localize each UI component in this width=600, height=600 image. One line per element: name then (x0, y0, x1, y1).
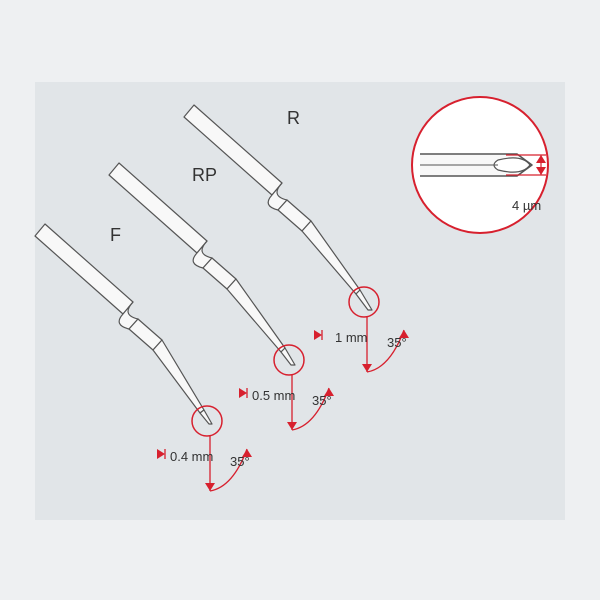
angle-F: 35° (230, 454, 250, 469)
diagram-canvas: R 1 mm 35° RP 0.5 mm 35° F 0.4 mm 35° 4 µm (0, 0, 600, 600)
tip-length-R: 1 mm (335, 330, 368, 345)
needle-name-F: F (110, 225, 121, 246)
needle-name-RP: RP (192, 165, 217, 186)
detail-dim-label: 4 µm (512, 198, 541, 213)
tip-length-RP: 0.5 mm (252, 388, 295, 403)
angle-R: 35° (387, 335, 407, 350)
needle-name-R: R (287, 108, 300, 129)
needle-R (184, 105, 404, 372)
angle-RP: 35° (312, 393, 332, 408)
tip-length-F: 0.4 mm (170, 449, 213, 464)
needle-RP (109, 163, 329, 430)
diagram-svg (0, 0, 600, 600)
